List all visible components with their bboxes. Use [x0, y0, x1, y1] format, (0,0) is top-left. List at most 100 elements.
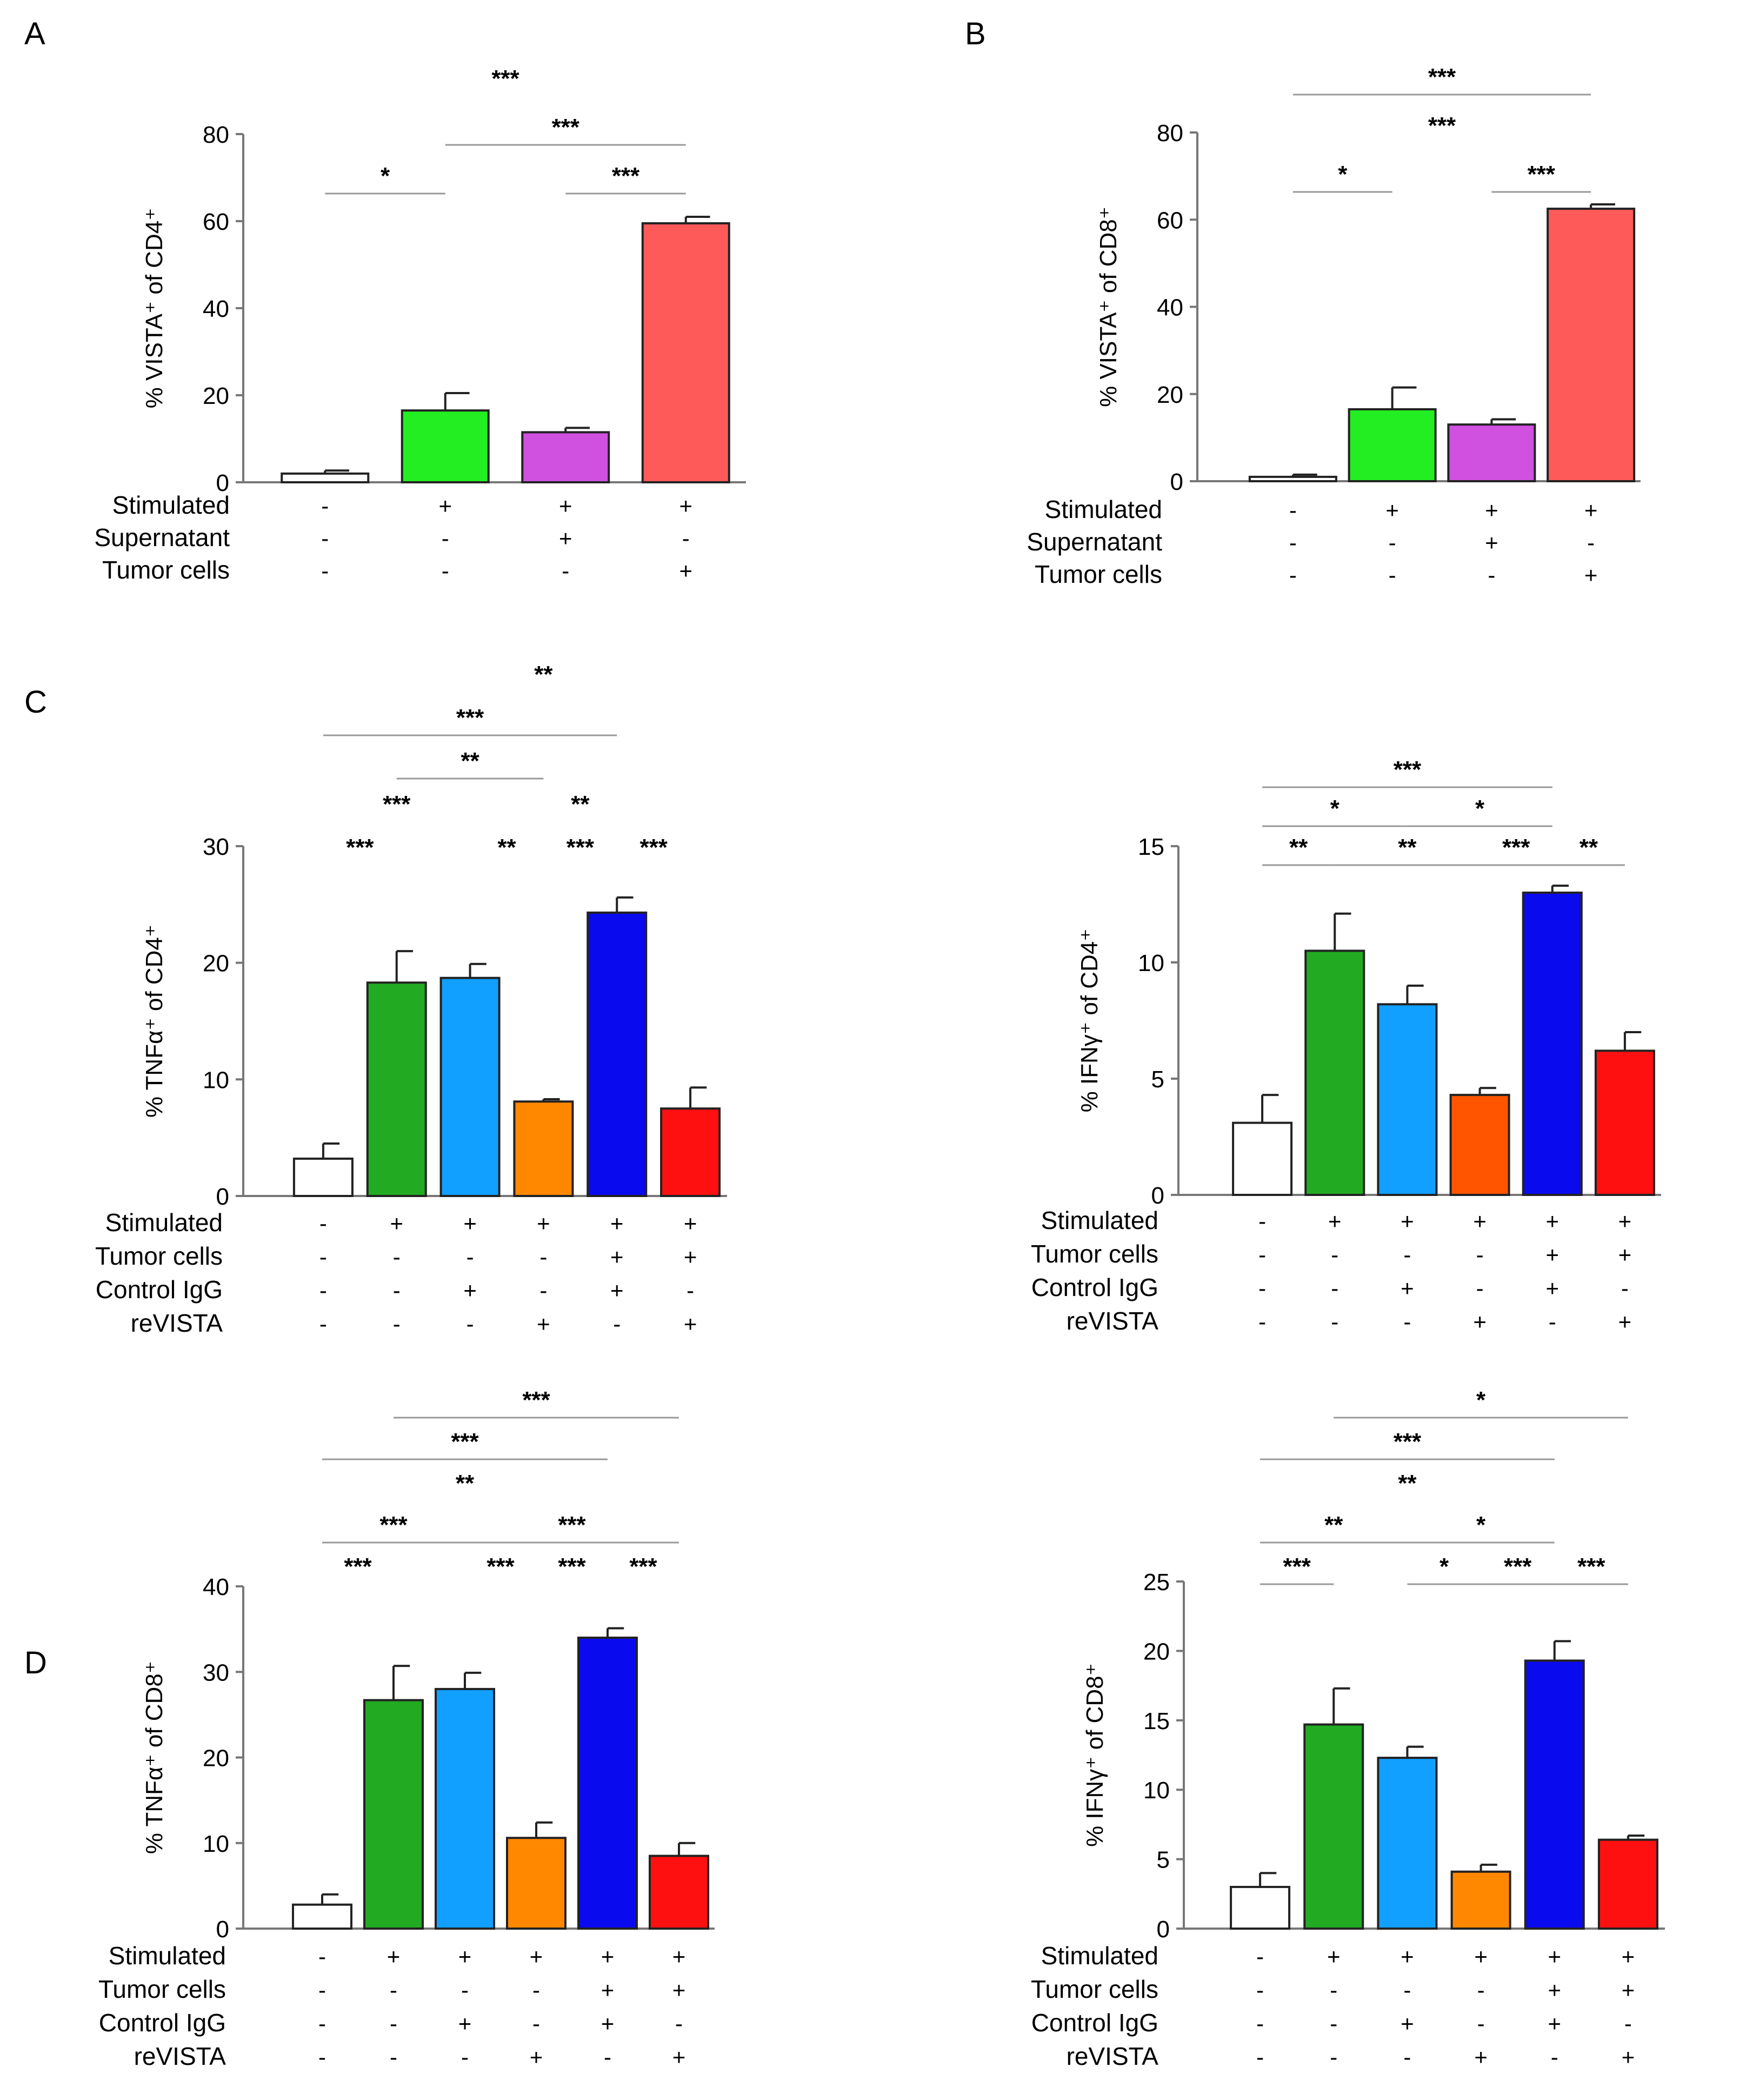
condition-row-label: Stimulated [109, 1942, 226, 1970]
significance-label: *** [379, 1512, 408, 1538]
significance-label: ** [534, 661, 553, 688]
condition-sign: + [1485, 497, 1498, 523]
condition-sign: - [1258, 1208, 1266, 1234]
condition-sign: - [393, 1311, 401, 1337]
significance-label: *** [612, 163, 640, 189]
condition-sign: - [687, 1278, 694, 1303]
y-axis-label: % TNFα⁺ of CD8⁺ [141, 1661, 168, 1854]
condition-sign: - [318, 1944, 326, 1969]
condition-sign: - [1258, 1275, 1266, 1301]
y-tick-label: 10 [1143, 1777, 1170, 1804]
condition-sign: + [390, 1211, 403, 1236]
significance-label: ** [1398, 1470, 1417, 1497]
condition-sign: + [1618, 1309, 1632, 1334]
y-tick-label: 5 [1157, 1847, 1170, 1873]
condition-sign: + [537, 1211, 550, 1236]
condition-sign: + [1473, 1309, 1487, 1334]
condition-sign: + [1328, 1208, 1342, 1234]
condition-sign: + [1548, 2011, 1561, 2036]
bar [292, 1157, 354, 1197]
condition-sign: + [537, 1311, 550, 1337]
significance-label: *** [1504, 1553, 1532, 1580]
condition-sign: - [539, 1244, 547, 1270]
significance-label: *** [456, 705, 484, 731]
significance-label: *** [1394, 756, 1422, 783]
significance-label: ** [497, 834, 516, 861]
condition-sign: + [610, 1278, 624, 1303]
condition-row-label: Tumor cells [1035, 560, 1162, 588]
bar [1522, 892, 1583, 1196]
condition-sign: - [1624, 2011, 1632, 2036]
chart-c-ifng-cd4: 0 5 10 15 % IFNγ⁺ of CD4⁺ Stimulated - + + + + + Tum… [1031, 756, 1661, 1335]
condition-sign: - [1621, 1275, 1629, 1301]
condition-sign: + [1385, 497, 1399, 523]
significance-label: ** [1580, 834, 1598, 861]
condition-sign: + [1545, 1242, 1559, 1267]
condition-sign: - [390, 2044, 397, 2070]
y-axis-label: % TNFα⁺ of CD4⁺ [141, 925, 168, 1118]
significance-label: *** [383, 791, 411, 818]
y-tick-label: 20 [203, 1745, 229, 1772]
chart-d-ifng-cd8: 0 5 10 15 20 25 % IFNγ⁺ of CD8⁺ Stimulated - + + + +… [1031, 1387, 1665, 2070]
condition-sign: + [387, 1944, 401, 1969]
condition-sign: - [319, 1211, 327, 1236]
panel-letter-b: B [965, 16, 986, 51]
significance-label: * [1476, 1387, 1486, 1413]
condition-sign: - [1289, 530, 1297, 555]
significance-label: *** [558, 1553, 586, 1580]
bar [1447, 423, 1536, 482]
bar [1377, 1757, 1438, 1930]
y-axis-label: % IFNγ⁺ of CD4⁺ [1076, 929, 1103, 1113]
y-axis-label: % VISTA⁺ of CD8⁺ [1095, 207, 1122, 407]
condition-sign: + [1545, 1275, 1559, 1301]
condition-row-label: Control IgG [99, 2009, 226, 2037]
condition-sign: - [1331, 1242, 1338, 1267]
significance-label: *** [1528, 161, 1556, 188]
bar [1524, 1659, 1585, 1930]
significance-label: *** [1394, 1428, 1422, 1455]
y-tick-label: 0 [216, 1184, 229, 1210]
condition-row-label: Tumor cells [1031, 1240, 1158, 1268]
condition-row-label: Stimulated [1045, 495, 1162, 523]
bar [401, 409, 490, 483]
condition-sign: + [1548, 1944, 1561, 1969]
bar [1348, 408, 1437, 482]
condition-sign: - [532, 2011, 540, 2036]
condition-sign: + [601, 1944, 615, 1969]
condition-sign: - [682, 526, 690, 551]
bar [513, 1100, 574, 1198]
condition-sign: - [1549, 1309, 1556, 1334]
condition-row-label: Stimulated [112, 491, 230, 519]
y-tick-label: 40 [1157, 295, 1183, 321]
condition-row-label: Tumor cells [98, 1975, 226, 2003]
bar [521, 431, 610, 483]
y-tick-label: 0 [216, 470, 229, 496]
condition-sign: + [672, 2044, 686, 2070]
condition-sign: + [684, 1211, 697, 1236]
significance-label: *** [344, 1553, 372, 1580]
condition-sign: - [442, 526, 449, 551]
condition-sign: + [672, 1977, 686, 2003]
significance-label: *** [346, 834, 374, 861]
y-tick-label: 20 [203, 383, 229, 409]
condition-sign: - [321, 493, 329, 519]
y-tick-label: 0 [1157, 1916, 1170, 1943]
condition-sign: - [319, 1244, 327, 1270]
condition-sign: + [1622, 1977, 1635, 2003]
condition-row-label: Tumor cells [95, 1242, 223, 1270]
bar [363, 1699, 424, 1930]
bar [366, 981, 427, 1197]
condition-sign: + [463, 1278, 477, 1303]
significance-label: ** [571, 791, 590, 818]
condition-sign: - [1289, 497, 1297, 523]
y-tick-label: 30 [203, 1659, 229, 1686]
condition-sign: - [1258, 1309, 1266, 1334]
significance-label: *** [558, 1512, 586, 1538]
condition-sign: + [1548, 1977, 1561, 2003]
condition-sign: + [679, 493, 692, 519]
condition-sign: - [1330, 1977, 1337, 2003]
condition-sign: + [1618, 1242, 1632, 1267]
bar [660, 1107, 721, 1197]
condition-sign: + [1618, 1208, 1632, 1234]
significance-label: * [1475, 795, 1485, 822]
